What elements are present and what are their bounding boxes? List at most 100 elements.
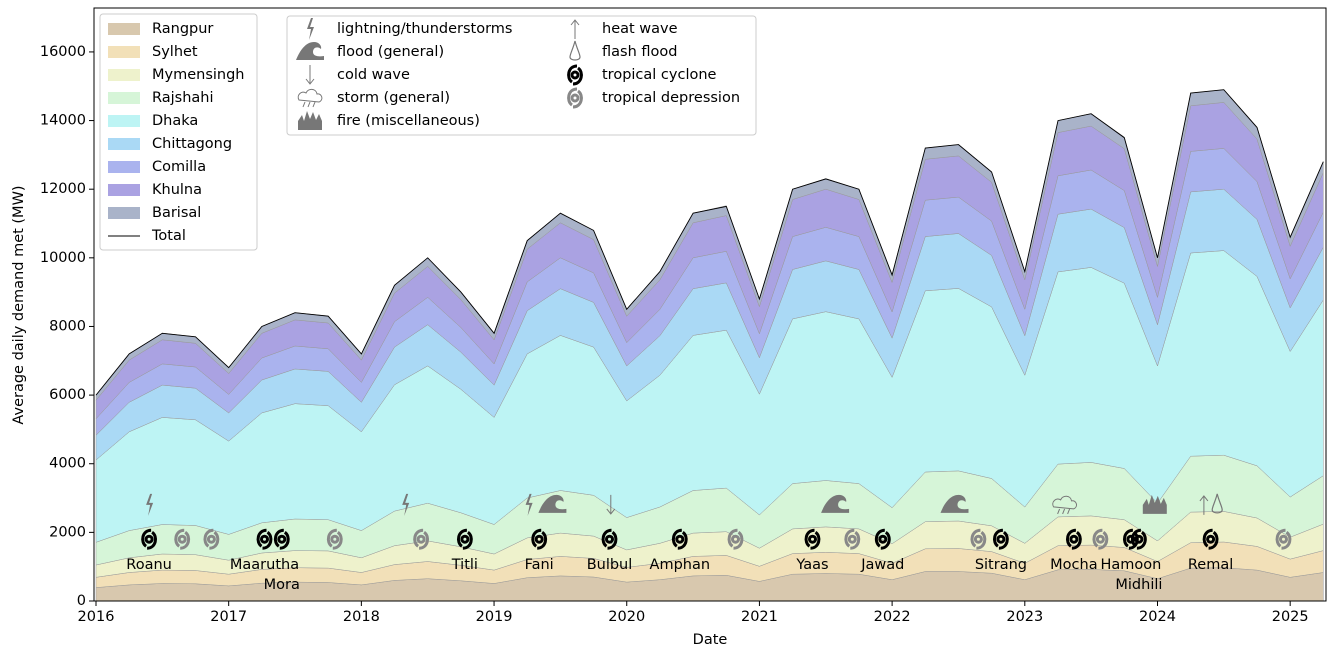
event-icon (402, 493, 410, 516)
icon-lightning (307, 18, 314, 40)
legend-swatch (108, 69, 140, 81)
event-icon (1202, 528, 1219, 550)
icon-depression (727, 528, 744, 550)
event-label: Hamoon (1101, 557, 1162, 573)
plot-frame (93, 7, 1327, 602)
y-tick-label: 6000 (49, 387, 86, 403)
total-line (95, 89, 1324, 396)
icon-depression (844, 528, 861, 550)
x-tick-label: 2016 (78, 609, 115, 625)
icon-cyclone (804, 528, 821, 550)
icon-cyclone (671, 528, 688, 550)
event-icon (141, 528, 158, 550)
event-icon (538, 494, 567, 513)
icon-depression (1092, 528, 1109, 550)
event-icon (531, 528, 548, 550)
icon-heat-wave (1199, 495, 1209, 515)
event-label: Jawad (860, 557, 904, 573)
legend-label: Khulna (152, 182, 202, 198)
x-tick-label: 2018 (343, 609, 380, 625)
event-icon (970, 528, 987, 550)
y-axis-label: Average daily demand met (MW) (11, 185, 27, 424)
legend-label: Comilla (152, 159, 206, 175)
y-tick-label: 12000 (40, 181, 86, 197)
event-icon (844, 528, 861, 550)
icon-cyclone (531, 528, 548, 550)
legend-swatch (108, 92, 140, 104)
legend-label: storm (general) (337, 90, 450, 106)
event-icon (203, 528, 220, 550)
legend-icon (298, 111, 322, 130)
icon-depression (567, 87, 583, 109)
event-icon (1142, 494, 1167, 514)
legend-swatch (108, 138, 140, 150)
icon-flash-flood (1211, 493, 1223, 514)
icon-lightning (402, 493, 410, 516)
icon-lightning (525, 493, 533, 516)
event-label: Maarutha (230, 557, 299, 573)
event-icon (1211, 493, 1223, 514)
event-label: Amphan (650, 557, 711, 573)
event-icon (1130, 528, 1147, 550)
event-label: Yaas (795, 557, 828, 573)
legend-icon (567, 64, 583, 86)
icon-fire (298, 111, 322, 130)
x-tick-label: 2022 (874, 609, 911, 625)
legend-swatch (108, 115, 140, 127)
icon-heat-wave (570, 19, 580, 39)
event-label: Mocha (1050, 557, 1097, 573)
event-icon (601, 528, 618, 550)
legend-icon (297, 88, 323, 108)
legend-label: Sylhet (152, 44, 198, 60)
icon-cold-wave (606, 494, 616, 515)
legend-icon (567, 87, 583, 109)
y-tick-label: 0 (77, 593, 86, 609)
event-label: Mora (264, 577, 300, 593)
icon-cyclone (141, 528, 158, 550)
legend-swatch (108, 23, 140, 35)
event-icon (804, 528, 821, 550)
y-tick-label: 4000 (49, 456, 86, 472)
legend-label: fire (miscellaneous) (337, 113, 480, 129)
event-icon (525, 493, 533, 516)
legend-swatch (108, 46, 140, 58)
event-icon (256, 528, 273, 550)
icon-cyclone (1202, 528, 1219, 550)
legend-icon (296, 42, 324, 60)
icon-cyclone (456, 528, 473, 550)
icon-depression (413, 528, 430, 550)
event-label: Midhili (1115, 577, 1162, 593)
x-tick-label: 2020 (608, 609, 645, 625)
legend-label: flash flood (602, 44, 677, 60)
icon-depression (203, 528, 220, 550)
x-tick-label: 2019 (476, 609, 513, 625)
y-tick-label: 14000 (40, 113, 86, 129)
event-label: Sitrang (975, 557, 1027, 573)
event-icon (1199, 495, 1209, 515)
icon-cyclone (874, 528, 891, 550)
legend-swatch (108, 184, 140, 196)
legend-label: heat wave (602, 21, 678, 37)
legend-label: Dhaka (152, 113, 198, 129)
icon-fire (1142, 494, 1167, 514)
icon-storm (1052, 495, 1077, 515)
legend-icon (305, 65, 315, 85)
icon-storm (297, 88, 323, 108)
icon-lightning (146, 493, 154, 516)
legend-swatch (108, 161, 140, 173)
legend-label: Barisal (152, 205, 201, 221)
event-icon (992, 528, 1009, 550)
x-tick-label: 2021 (741, 609, 778, 625)
y-tick-label: 2000 (49, 524, 86, 540)
event-icon (146, 493, 154, 516)
legend-label: lightning/thunderstorms (337, 21, 512, 37)
event-icon (1275, 528, 1292, 550)
event-icon (326, 528, 343, 550)
icon-cyclone (273, 528, 290, 550)
event-icon (273, 528, 290, 550)
event-icon (1065, 528, 1082, 550)
icon-flood (940, 494, 969, 513)
event-icon (174, 528, 191, 550)
event-icon (1092, 528, 1109, 550)
event-icon (821, 494, 850, 513)
